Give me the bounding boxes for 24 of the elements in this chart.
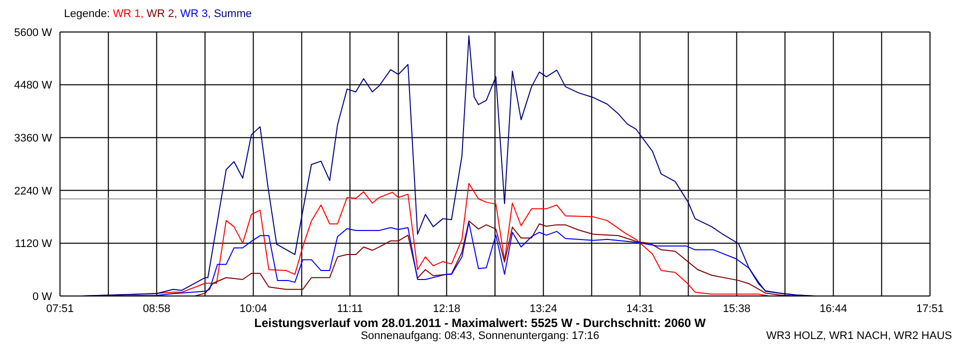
text: Leistungsverlauf vom 28.01.2011 - Maximalwert: 5525 W - Durchschnitt: 2060 W	[253, 316, 707, 330]
y-tick-label: 2240 W	[14, 185, 53, 198]
text: WR 3,	[180, 8, 212, 22]
y-tick-label: 1120 W	[14, 238, 53, 250]
text: Sonnenaufgang: 08:43, Sonnenuntergang: 17:16	[360, 330, 600, 342]
y-tick-label: 4480 W	[14, 80, 53, 92]
legend-title: Legende:	[64, 8, 111, 22]
y-tick-label: 0 W	[32, 290, 53, 303]
text: WR3 HOLZ, WR1 NACH, WR2 HAUS	[766, 330, 952, 342]
text: WR 1,	[112, 8, 145, 22]
x-tick-label: 17:51	[916, 302, 944, 315]
x-tick-label: 10:04	[240, 302, 268, 315]
x-tick-label: 11:11	[337, 302, 363, 315]
x-tick-label: 08:58	[142, 302, 170, 315]
y-tick-label: 5600 W	[14, 26, 53, 39]
x-tick-label: 13:24	[530, 302, 558, 315]
x-tick-label: 12:18	[432, 302, 460, 315]
x-tick-label: 15:38	[722, 302, 750, 315]
text: WR 2,	[146, 8, 178, 22]
x-tick-label: 14:31	[626, 302, 654, 315]
x-tick-label: 16:44	[820, 302, 848, 315]
x-tick-label: 07:51	[46, 302, 74, 315]
y-tick-label: 3360 W	[14, 132, 53, 145]
text: Summe	[214, 8, 253, 22]
